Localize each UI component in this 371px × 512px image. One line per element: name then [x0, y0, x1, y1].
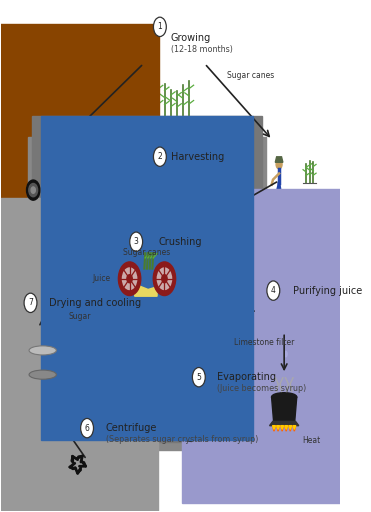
Ellipse shape — [29, 370, 56, 379]
FancyBboxPatch shape — [32, 116, 262, 442]
Circle shape — [48, 186, 53, 192]
FancyBboxPatch shape — [182, 189, 371, 503]
FancyBboxPatch shape — [40, 167, 55, 184]
Text: Heat: Heat — [302, 436, 321, 445]
Text: Limestone filter: Limestone filter — [234, 338, 295, 347]
Polygon shape — [273, 425, 275, 431]
Text: Sugar: Sugar — [68, 312, 91, 321]
Circle shape — [122, 268, 137, 289]
Circle shape — [162, 275, 167, 283]
Circle shape — [118, 262, 141, 295]
Ellipse shape — [55, 439, 100, 488]
Ellipse shape — [285, 351, 287, 357]
Polygon shape — [285, 425, 288, 431]
Polygon shape — [270, 421, 299, 425]
Polygon shape — [289, 425, 292, 431]
Circle shape — [157, 268, 172, 289]
Text: Purifying juice: Purifying juice — [293, 286, 362, 295]
Text: (Juice becomes syrup): (Juice becomes syrup) — [217, 384, 307, 393]
Polygon shape — [285, 425, 288, 430]
Circle shape — [31, 187, 35, 194]
Text: Crushing: Crushing — [159, 237, 202, 247]
Polygon shape — [281, 425, 283, 431]
FancyBboxPatch shape — [0, 24, 159, 344]
FancyBboxPatch shape — [42, 116, 253, 440]
Polygon shape — [293, 425, 296, 431]
FancyBboxPatch shape — [42, 171, 50, 182]
Polygon shape — [293, 425, 296, 430]
Text: 3: 3 — [134, 237, 139, 246]
Polygon shape — [277, 425, 279, 431]
Polygon shape — [274, 325, 298, 342]
Circle shape — [47, 183, 55, 195]
Text: Sugar canes: Sugar canes — [123, 248, 170, 257]
Text: Harvesting: Harvesting — [171, 152, 224, 162]
Polygon shape — [273, 425, 275, 430]
Text: Drying and cooling: Drying and cooling — [49, 298, 142, 308]
Text: 7: 7 — [28, 298, 33, 307]
Text: 6: 6 — [85, 423, 89, 433]
Polygon shape — [277, 425, 279, 430]
Text: Juice: Juice — [92, 274, 110, 283]
Circle shape — [24, 293, 37, 312]
Circle shape — [154, 17, 166, 36]
Circle shape — [81, 418, 93, 438]
FancyBboxPatch shape — [0, 198, 158, 512]
Text: Centrifuge: Centrifuge — [106, 423, 157, 433]
Text: 2: 2 — [158, 152, 162, 161]
Polygon shape — [281, 425, 283, 430]
Text: 1: 1 — [158, 23, 162, 31]
Ellipse shape — [272, 393, 297, 401]
Circle shape — [267, 281, 280, 301]
Text: Growing: Growing — [171, 33, 211, 43]
FancyBboxPatch shape — [25, 172, 49, 191]
Text: (12-18 months): (12-18 months) — [171, 45, 233, 54]
Polygon shape — [135, 284, 157, 296]
Text: 4: 4 — [271, 286, 276, 295]
Circle shape — [130, 232, 142, 251]
Circle shape — [193, 368, 205, 387]
Circle shape — [276, 160, 282, 169]
FancyBboxPatch shape — [28, 137, 266, 450]
Text: 5: 5 — [196, 373, 201, 381]
Polygon shape — [275, 157, 283, 162]
Circle shape — [27, 180, 40, 200]
Text: (Separates sugar crystals from syrup): (Separates sugar crystals from syrup) — [106, 435, 258, 444]
Polygon shape — [272, 397, 297, 421]
Circle shape — [153, 262, 175, 295]
Circle shape — [127, 275, 132, 283]
Ellipse shape — [29, 346, 56, 355]
Circle shape — [29, 183, 37, 197]
Polygon shape — [289, 425, 292, 430]
Text: Evaporating: Evaporating — [217, 372, 276, 382]
Text: Sugar canes: Sugar canes — [227, 71, 274, 80]
Circle shape — [154, 147, 166, 166]
